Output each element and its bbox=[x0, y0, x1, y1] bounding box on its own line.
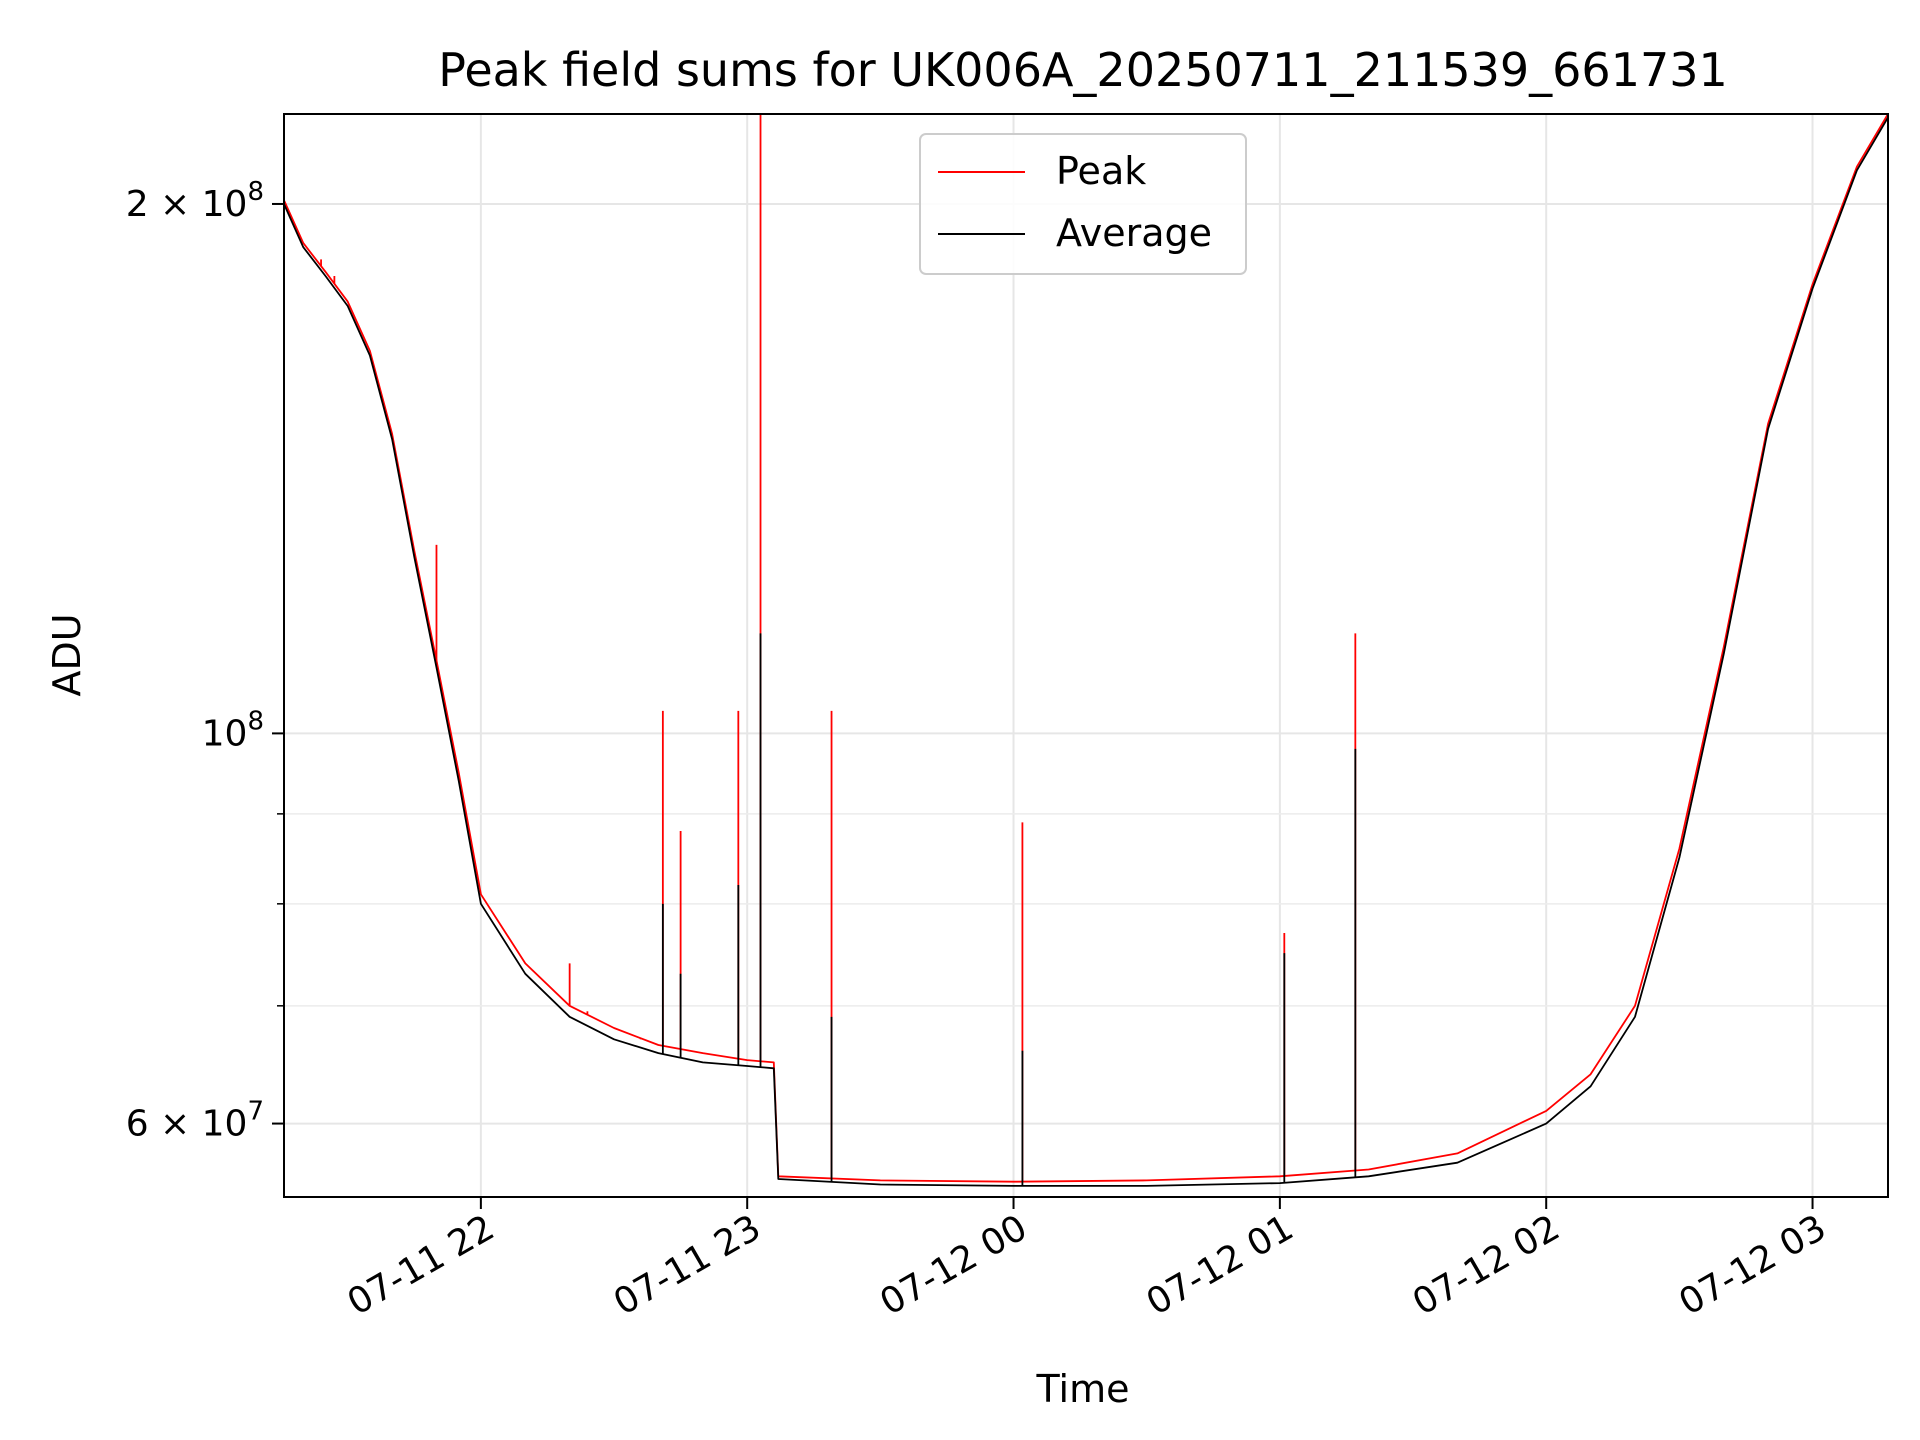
y-axis-label: ADU bbox=[45, 613, 89, 696]
y-tick-label-2: 2 × 108 bbox=[126, 177, 264, 225]
legend-label-peak: Peak bbox=[1056, 149, 1146, 193]
series-line-peak bbox=[283, 113, 1889, 1183]
y-tick-label-0: 6 × 107 bbox=[126, 1097, 264, 1145]
x-axis-label: Time bbox=[1036, 1367, 1130, 1411]
plot-frame bbox=[283, 113, 1889, 1198]
grid bbox=[284, 114, 1888, 1197]
chart-title: Peak field sums for UK006A_20250711_2115… bbox=[438, 43, 1728, 97]
legend-box bbox=[919, 133, 1247, 275]
legend-label-average: Average bbox=[1056, 211, 1212, 255]
y-axis-ticks: 6 × 107 108 2 × 108 bbox=[126, 177, 284, 1145]
y-tick-label-1: 108 bbox=[202, 706, 264, 754]
series-layer bbox=[283, 113, 1889, 1187]
legend: Peak Average bbox=[919, 133, 1247, 275]
series-line-average bbox=[283, 116, 1889, 1187]
